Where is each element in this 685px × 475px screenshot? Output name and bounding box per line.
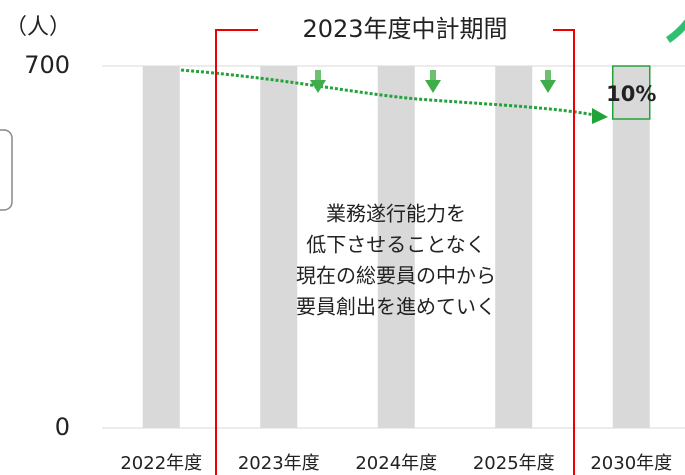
- bar: [377, 66, 415, 428]
- down-arrow-head: [540, 80, 556, 93]
- bar: [260, 66, 298, 428]
- trend-arrowhead: [592, 108, 608, 124]
- down-arrow-head: [310, 80, 326, 93]
- note-line: 現在の総要員の中から: [296, 264, 496, 288]
- down-arrow-stem: [545, 70, 551, 80]
- period-label: 2023年度中計期間: [302, 15, 507, 43]
- note-line: 要員創出を進めていく: [296, 295, 496, 319]
- decor-arrow: [665, 19, 685, 43]
- note-line: 低下させることなく: [306, 233, 485, 257]
- down-arrow-stem: [315, 70, 321, 80]
- x-tick-label: 2022年度: [120, 453, 202, 474]
- highlight-label: 10%: [606, 82, 656, 106]
- x-tick-label: 2024年度: [355, 453, 437, 474]
- x-tick-label: 2025年度: [473, 453, 555, 474]
- y-tick-label: 700: [24, 51, 70, 79]
- down-arrow-head: [425, 80, 441, 93]
- y-tick-label: 0: [55, 413, 70, 441]
- bar: [612, 66, 650, 428]
- y-axis-label: （人）: [5, 15, 71, 40]
- note-line: 業務遂行能力を: [326, 202, 466, 226]
- highlight-box: [612, 65, 651, 120]
- bar: [495, 66, 533, 428]
- period-bracket: [215, 29, 575, 475]
- x-tick-label: 2030年度: [590, 453, 672, 474]
- trend-line: [180, 68, 601, 118]
- bar: [142, 66, 180, 428]
- side-box: [0, 129, 13, 211]
- down-arrow-stem: [430, 70, 436, 80]
- x-tick-label: 2023年度: [238, 453, 320, 474]
